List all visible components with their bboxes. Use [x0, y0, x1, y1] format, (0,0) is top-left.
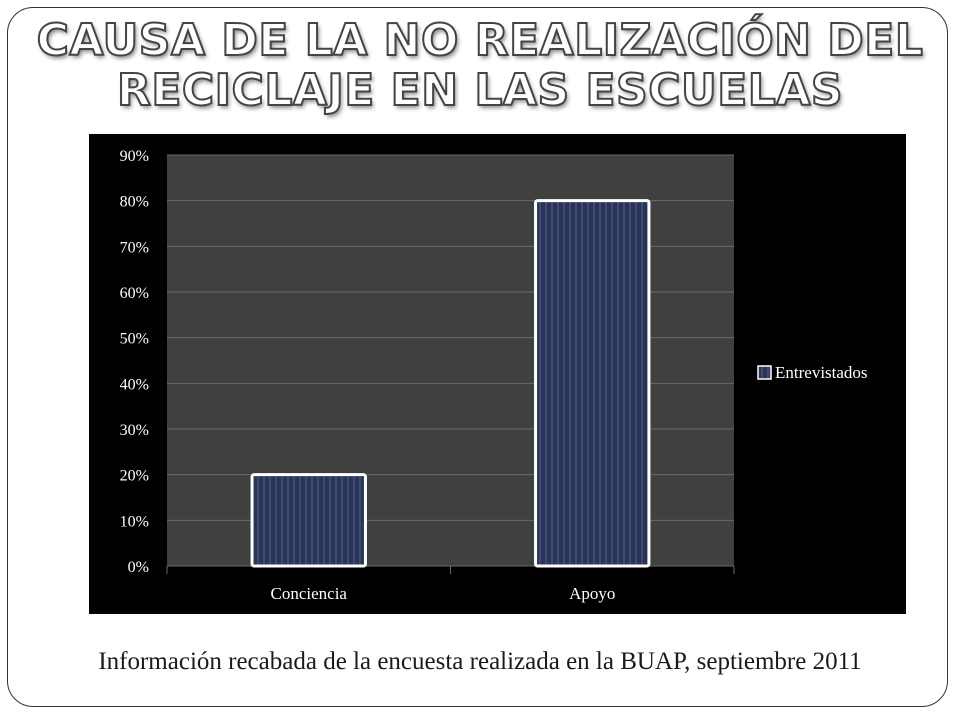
- y-tick-label: 40%: [120, 376, 149, 393]
- y-tick-label: 10%: [120, 513, 149, 530]
- legend-swatch: [757, 365, 772, 380]
- chart-panel: 0% 10% 20% 30% 40% 50% 60% 70% 80% 90% Conciencia…: [89, 134, 906, 614]
- bar-chart: 0% 10% 20% 30% 40% 50% 60% 70% 80% 90% Conciencia…: [120, 148, 868, 603]
- y-axis-tick-labels: 0% 10% 20% 30% 40% 50% 60% 70% 80% 90%: [120, 148, 149, 576]
- slide-caption: Información recabada de la encuesta real…: [98, 648, 862, 675]
- bar-conciencia: [250, 473, 367, 568]
- y-tick-label: 20%: [120, 468, 149, 485]
- y-tick-label: 70%: [120, 239, 149, 256]
- y-tick-label: 30%: [120, 422, 149, 439]
- y-tick-label: 0%: [128, 559, 149, 576]
- x-tick-label: Apoyo: [569, 584, 615, 603]
- slide-title: Causa de la no realización del reciclaje…: [36, 15, 924, 117]
- legend: Entrevistados: [757, 363, 868, 382]
- x-tick-label: Conciencia: [271, 584, 348, 603]
- y-tick-label: 50%: [120, 331, 149, 348]
- bars: [250, 199, 651, 568]
- x-axis-tick-labels: Conciencia Apoyo: [271, 584, 616, 603]
- bar-apoyo: [534, 199, 651, 568]
- y-tick-label: 90%: [120, 148, 149, 165]
- y-tick-label: 80%: [120, 194, 149, 211]
- legend-label: Entrevistados: [775, 363, 868, 382]
- y-tick-label: 60%: [120, 285, 149, 302]
